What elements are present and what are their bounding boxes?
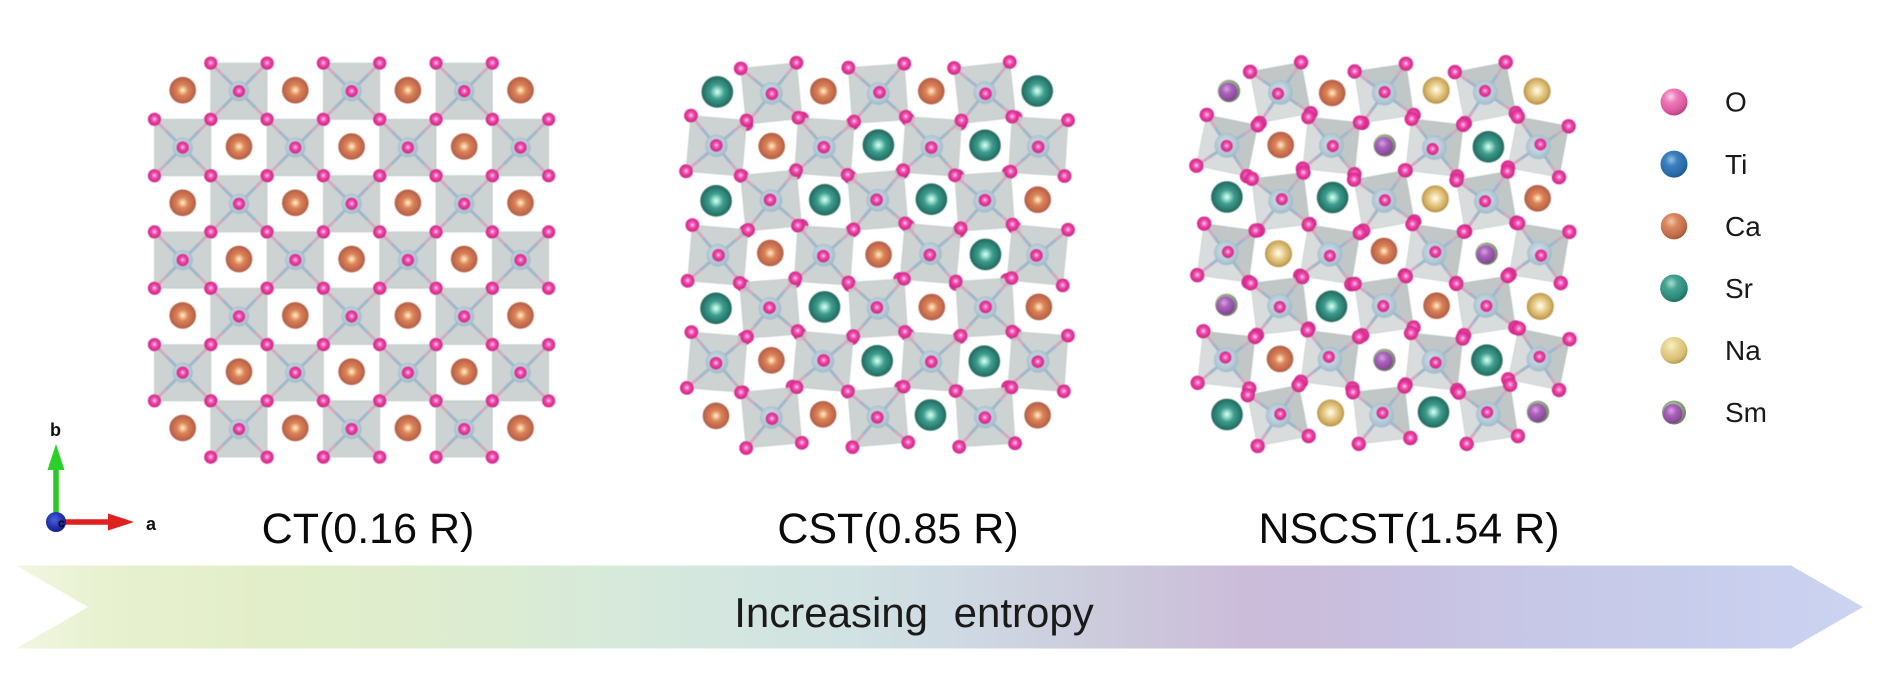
svg-text:a: a xyxy=(146,514,157,534)
svg-text:NSCST(1.54 R): NSCST(1.54 R) xyxy=(1258,505,1559,553)
svg-text:Increasing entropy: Increasing entropy xyxy=(734,589,1094,636)
svg-text:Sm: Sm xyxy=(1725,397,1767,428)
svg-text:CT(0.16 R): CT(0.16 R) xyxy=(262,505,475,553)
svg-text:O: O xyxy=(1725,87,1747,118)
svg-text:Ti: Ti xyxy=(1725,149,1747,180)
svg-text:Sr: Sr xyxy=(1725,273,1753,304)
svg-text:c: c xyxy=(58,516,65,530)
svg-text:Na: Na xyxy=(1725,335,1761,366)
svg-text:CST(0.85 R): CST(0.85 R) xyxy=(777,505,1018,553)
svg-text:Ca: Ca xyxy=(1725,211,1761,242)
svg-text:b: b xyxy=(50,420,61,440)
